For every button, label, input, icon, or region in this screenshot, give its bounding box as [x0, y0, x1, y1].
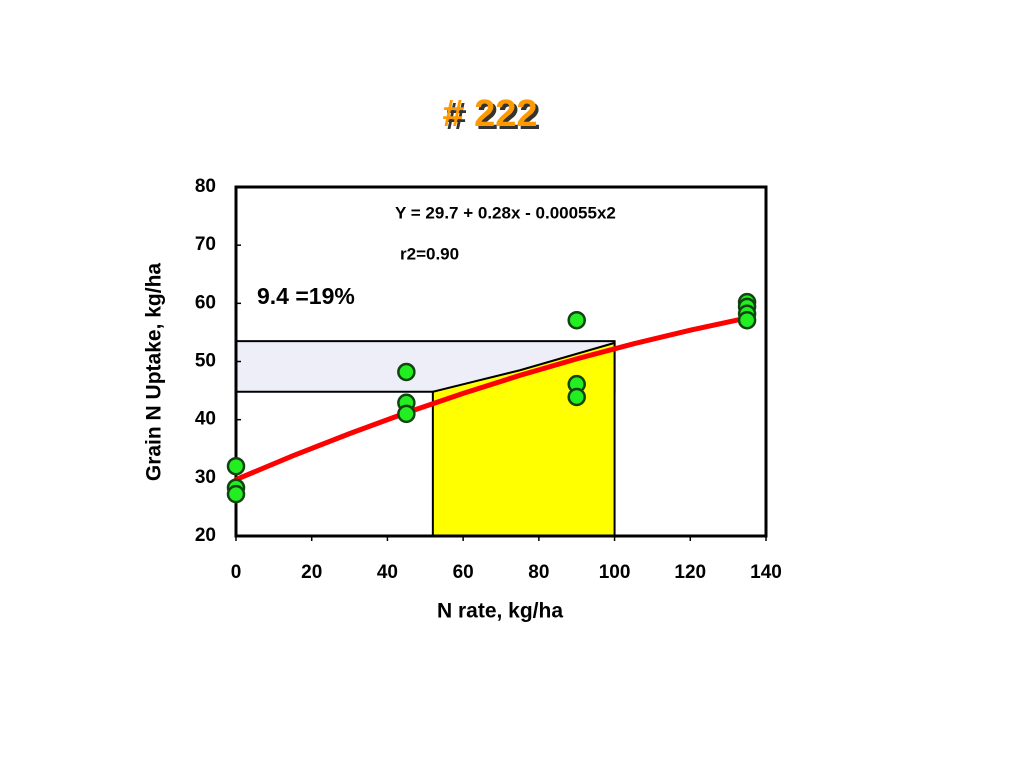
x-tick-label: 120 [674, 562, 706, 583]
equation: Y = 29.7 + 0.28x - 0.00055x2 [395, 203, 616, 222]
point [226, 484, 246, 504]
point [567, 387, 586, 407]
point [567, 310, 586, 330]
y-axis-label: Grain N Uptake, kg/ha [143, 263, 166, 482]
x-tick-label: 100 [599, 562, 631, 583]
title-shadow: # 222 [445, 96, 540, 138]
x-tick-label: 40 [377, 562, 398, 583]
x-tick-label: 80 [528, 562, 549, 583]
y-tick-label: 20 [195, 525, 216, 546]
x-axis-label: N rate, kg/ha [437, 600, 563, 623]
fit-curve [233, 315, 750, 483]
r-squared: r2=0.90 [400, 244, 459, 263]
x-tick-label: 0 [231, 562, 242, 583]
y-tick-label: 60 [195, 292, 216, 313]
x-tick-label: 60 [453, 562, 474, 583]
difference-label: 9.4 =19% [257, 283, 355, 309]
x-tick-label: 20 [301, 562, 322, 583]
point [226, 456, 246, 476]
y-tick-label: 40 [195, 409, 216, 430]
point [397, 404, 416, 424]
y-tick-label: 80 [195, 176, 216, 197]
y-tick-label: 50 [195, 351, 216, 372]
y-tick-label: 30 [195, 467, 216, 488]
point [737, 310, 757, 330]
point [397, 362, 416, 382]
y-tick-label: 70 [195, 234, 216, 255]
x-tick-label: 140 [750, 562, 782, 583]
chart-title: # 222 [442, 93, 537, 135]
